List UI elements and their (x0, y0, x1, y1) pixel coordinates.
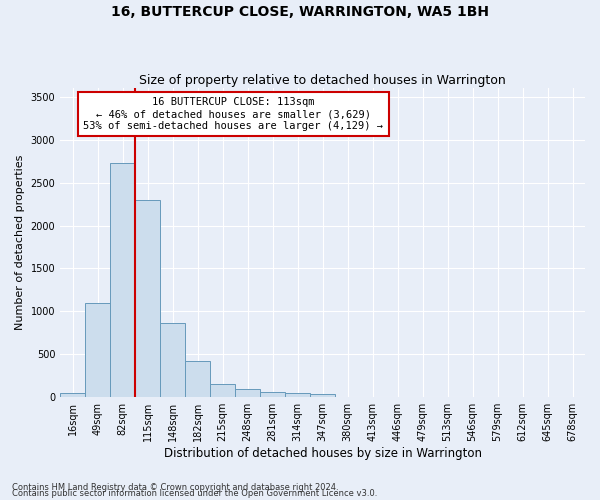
Text: Contains public sector information licensed under the Open Government Licence v3: Contains public sector information licen… (12, 490, 377, 498)
Text: Contains HM Land Registry data © Crown copyright and database right 2024.: Contains HM Land Registry data © Crown c… (12, 483, 338, 492)
Bar (310, 394, 335, 397)
Text: 16 BUTTERCUP CLOSE: 113sqm
← 46% of detached houses are smaller (3,629)
53% of s: 16 BUTTERCUP CLOSE: 113sqm ← 46% of deta… (83, 98, 383, 130)
Bar (185, 361, 210, 397)
Bar (210, 384, 235, 397)
Y-axis label: Number of detached properties: Number of detached properties (15, 155, 25, 330)
Bar (260, 392, 285, 397)
Text: 16, BUTTERCUP CLOSE, WARRINGTON, WA5 1BH: 16, BUTTERCUP CLOSE, WARRINGTON, WA5 1BH (111, 5, 489, 19)
Bar (110, 163, 135, 397)
Bar (160, 322, 185, 397)
X-axis label: Distribution of detached houses by size in Warrington: Distribution of detached houses by size … (164, 447, 482, 460)
Bar (60, 393, 85, 397)
Title: Size of property relative to detached houses in Warrington: Size of property relative to detached ho… (139, 74, 506, 87)
Bar (285, 393, 310, 397)
Bar (135, 200, 160, 397)
Bar (85, 303, 110, 397)
Bar (235, 388, 260, 397)
